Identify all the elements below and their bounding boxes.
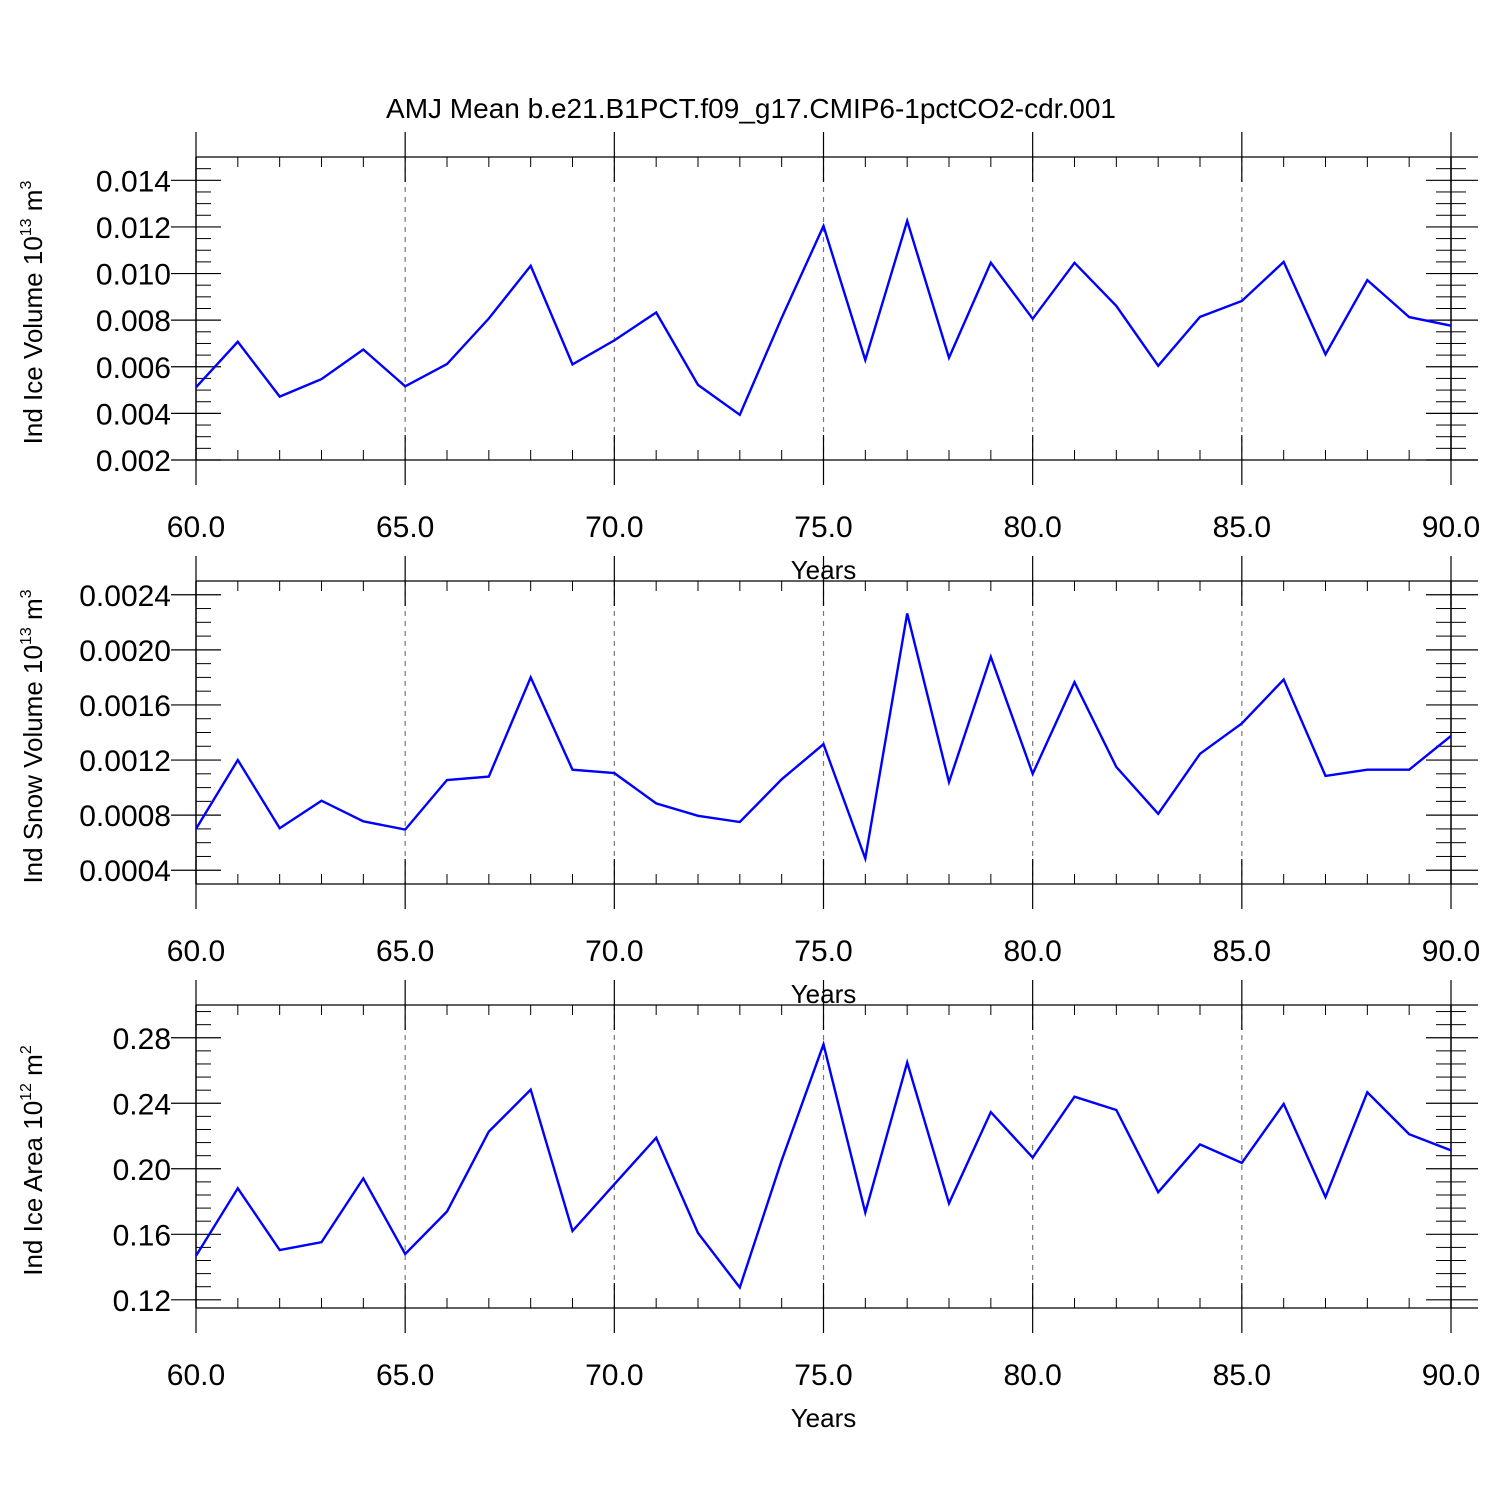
chart-panel-2: 60.0 65.0 70.0 75.0 80.0 85.0 90.0 0.0004 0.0008… <box>18 556 1480 1009</box>
y-tick-label: 0.010 <box>96 259 171 292</box>
y-tick-label: 0.0008 <box>79 800 171 833</box>
y-tick-label: 0.0024 <box>79 580 171 613</box>
x-tick-label: 80.0 <box>1003 935 1061 968</box>
x-tick-label: 85.0 <box>1213 511 1271 544</box>
x-tick-label: 85.0 <box>1213 935 1271 968</box>
y-tick-label: 0.0020 <box>79 635 171 668</box>
x-tick-label: 90.0 <box>1422 1359 1480 1392</box>
y-tick-label: 0.16 <box>113 1219 171 1252</box>
x-tick-label: 90.0 <box>1422 511 1480 544</box>
y-tick-label: 0.0012 <box>79 745 171 778</box>
y-tick-label: 0.28 <box>113 1023 171 1056</box>
y-tick-label: 0.012 <box>96 212 171 245</box>
x-tick-label: 90.0 <box>1422 935 1480 968</box>
y-tick-label: 0.004 <box>96 398 171 431</box>
x-tick-label: 75.0 <box>794 935 852 968</box>
panels: 60.0 65.0 70.0 75.0 80.0 85.0 90.0 0.002 0.004 0.… <box>18 132 1480 1433</box>
y-tick-label: 0.0004 <box>79 855 171 888</box>
y-tick-label: 0.24 <box>113 1088 171 1121</box>
x-tick-label: 70.0 <box>585 511 643 544</box>
x-tick-label: 85.0 <box>1213 1359 1271 1392</box>
y-axis-title: Ind Ice Volume 1013 m3 <box>18 181 48 445</box>
y-tick-label: 0.014 <box>96 165 171 198</box>
x-tick-label: 80.0 <box>1003 511 1061 544</box>
y-axis-title: Ind Ice Area 1012 m2 <box>18 1045 48 1276</box>
x-axis-title: Years <box>791 1403 857 1433</box>
x-tick-label: 75.0 <box>794 1359 852 1392</box>
x-tick-label: 65.0 <box>376 511 434 544</box>
x-tick-label: 70.0 <box>585 935 643 968</box>
x-tick-label: 60.0 <box>167 935 225 968</box>
x-tick-label: 60.0 <box>167 511 225 544</box>
y-tick-label: 0.002 <box>96 445 171 478</box>
y-tick-label: 0.008 <box>96 305 171 338</box>
y-tick-label: 0.12 <box>113 1285 171 1318</box>
x-tick-label: 75.0 <box>794 511 852 544</box>
chart-panel-3: 60.0 65.0 70.0 75.0 80.0 85.0 90.0 0.12 0.16 0.20… <box>18 980 1480 1433</box>
y-tick-label: 0.006 <box>96 352 171 385</box>
figure-title: AMJ Mean b.e21.B1PCT.f09_g17.CMIP6-1pctC… <box>386 93 1116 124</box>
x-tick-label: 60.0 <box>167 1359 225 1392</box>
y-axis-title: Ind Snow Volume 1013 m3 <box>18 589 48 883</box>
y-tick-label: 0.0016 <box>79 690 171 723</box>
chart-panel-1: 60.0 65.0 70.0 75.0 80.0 85.0 90.0 0.002 0.004 0.… <box>18 132 1480 585</box>
y-tick-label: 0.20 <box>113 1154 171 1187</box>
x-tick-label: 80.0 <box>1003 1359 1061 1392</box>
x-tick-label: 65.0 <box>376 935 434 968</box>
x-tick-label: 65.0 <box>376 1359 434 1392</box>
x-tick-label: 70.0 <box>585 1359 643 1392</box>
